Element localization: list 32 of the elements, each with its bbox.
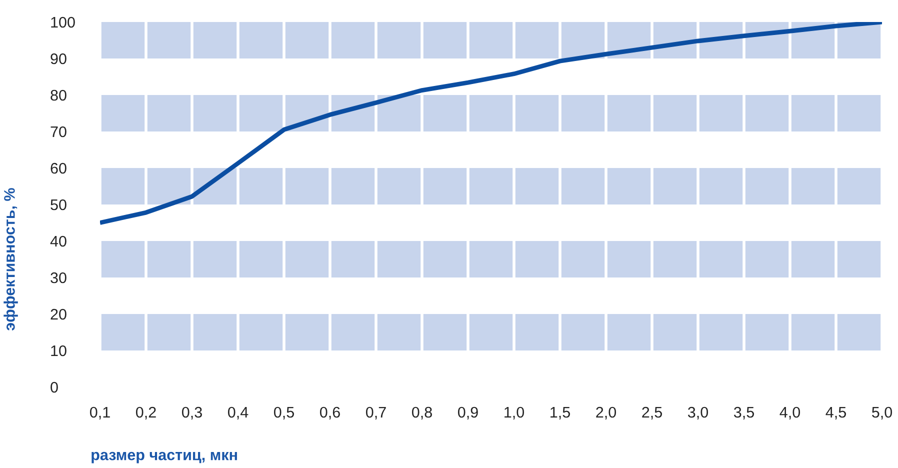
x-tick-label: 5,0 xyxy=(872,406,892,420)
y-tick-label: 40 xyxy=(50,236,66,247)
x-tick-label: 0,1 xyxy=(90,406,110,420)
x-tick-label: 2,5 xyxy=(642,406,662,420)
y-tick-label: 70 xyxy=(50,126,66,138)
y-tick-label: 50 xyxy=(50,199,66,210)
x-tick-label: 1,5 xyxy=(550,407,570,420)
x-tick-label: 2,0 xyxy=(596,406,616,420)
y-tick-label: 30 xyxy=(50,272,66,284)
line-series xyxy=(100,22,882,225)
y-tick-label: 10 xyxy=(51,345,66,356)
x-tick-label: 0,9 xyxy=(458,406,478,420)
x-tick-label: 0,6 xyxy=(320,406,340,420)
y-tick-label: 100 xyxy=(51,16,75,28)
x-tick-label: 3,5 xyxy=(734,406,754,420)
y-tick-label: 60 xyxy=(50,162,66,174)
y-tick-label: 90 xyxy=(50,53,66,64)
y-tick-label: 0 xyxy=(50,382,58,393)
y-tick-label: 80 xyxy=(50,90,66,101)
x-tick-label: 4,0 xyxy=(780,406,800,420)
x-tick-label: 0,4 xyxy=(228,406,248,420)
x-tick-label: 0,8 xyxy=(412,406,432,420)
x-tick-label: 0,3 xyxy=(182,406,202,420)
y-axis-title: эффективность, % xyxy=(4,188,18,330)
x-tick-label: 4,5 xyxy=(826,407,846,420)
y-tick-label: 20 xyxy=(50,308,66,320)
x-tick-label: 0,2 xyxy=(136,406,156,420)
x-tick-label: 1,0 xyxy=(504,406,524,420)
x-axis-title: размер частиц, мкн xyxy=(92,452,237,464)
x-tick-label: 0,5 xyxy=(274,406,294,420)
x-tick-label: 3,0 xyxy=(688,406,708,420)
x-tick-label: 0,7 xyxy=(366,406,386,420)
